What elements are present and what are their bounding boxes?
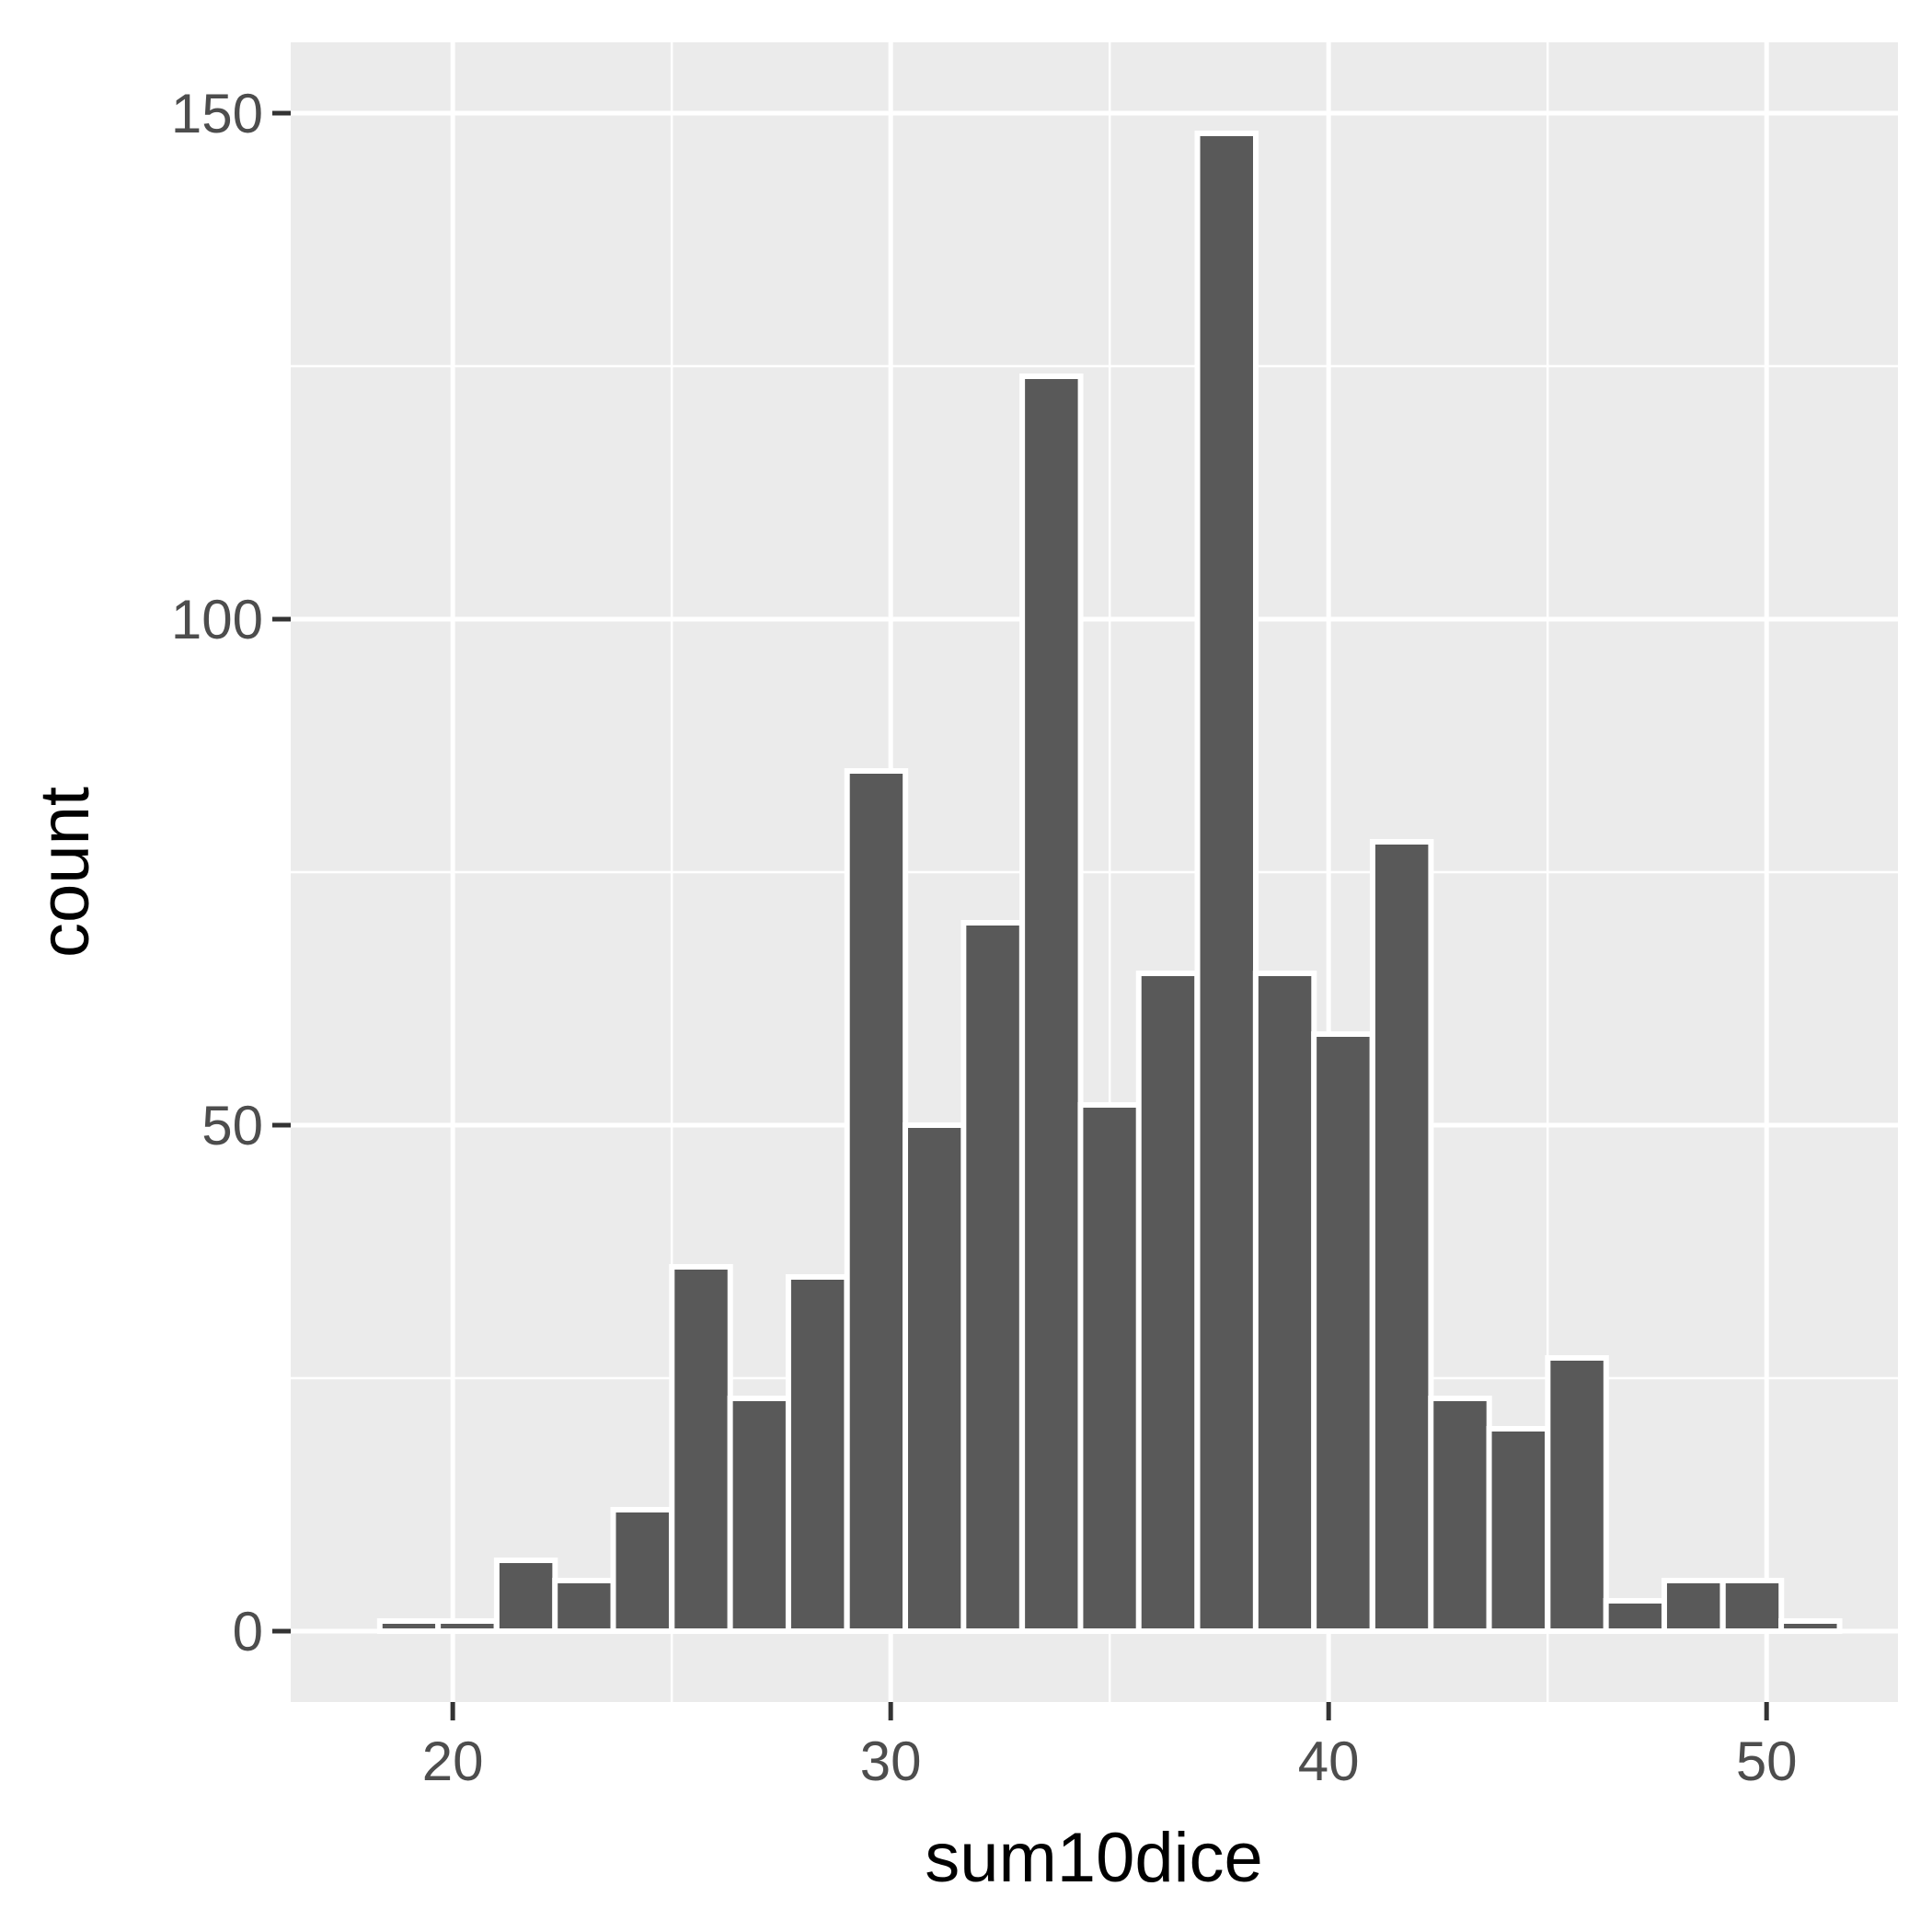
histogram-bar (1019, 374, 1084, 1634)
histogram-bar (1719, 1578, 1785, 1634)
histogram-bar (1252, 971, 1317, 1634)
histogram-bar (785, 1274, 850, 1634)
histogram-bar (1194, 131, 1259, 1634)
histogram-bar (1428, 1396, 1492, 1634)
histogram-bar (903, 1122, 967, 1634)
histogram-bars (376, 131, 1843, 1634)
y-tick-label: 150 (171, 83, 263, 144)
histogram-bar (1369, 839, 1434, 1634)
histogram-bar (844, 768, 909, 1634)
x-tick-label: 40 (1298, 1731, 1360, 1792)
histogram-bar (1077, 1102, 1142, 1634)
histogram-bar (376, 1618, 442, 1634)
histogram-bar (1661, 1578, 1726, 1634)
histogram-bar (1778, 1618, 1843, 1634)
y-tick-label: 0 (233, 1601, 263, 1662)
x-tick-label: 30 (860, 1731, 922, 1792)
x-tick-label: 20 (422, 1731, 484, 1792)
histogram-bar (1603, 1598, 1668, 1634)
y-axis-title: count (26, 787, 104, 958)
histogram-bar (493, 1558, 558, 1634)
histogram-bar (727, 1396, 792, 1634)
y-tick-label: 50 (201, 1095, 263, 1156)
histogram-bar (960, 920, 1025, 1634)
histogram-bar (1486, 1426, 1551, 1634)
x-tick-label: 50 (1736, 1731, 1798, 1792)
histogram-bar (435, 1618, 500, 1634)
x-axis: 20 30 40 50 (422, 1702, 1798, 1792)
x-axis-title: sum10dice (925, 1819, 1263, 1897)
histogram-bar (552, 1578, 616, 1634)
histogram-bar (610, 1507, 674, 1634)
histogram-bar (669, 1264, 733, 1634)
histogram-bar (1135, 971, 1201, 1634)
y-axis: 0 50 100 150 (171, 83, 291, 1662)
y-tick-label: 100 (171, 589, 263, 650)
histogram-bar (1545, 1355, 1609, 1634)
histogram-bar (1311, 1031, 1375, 1634)
